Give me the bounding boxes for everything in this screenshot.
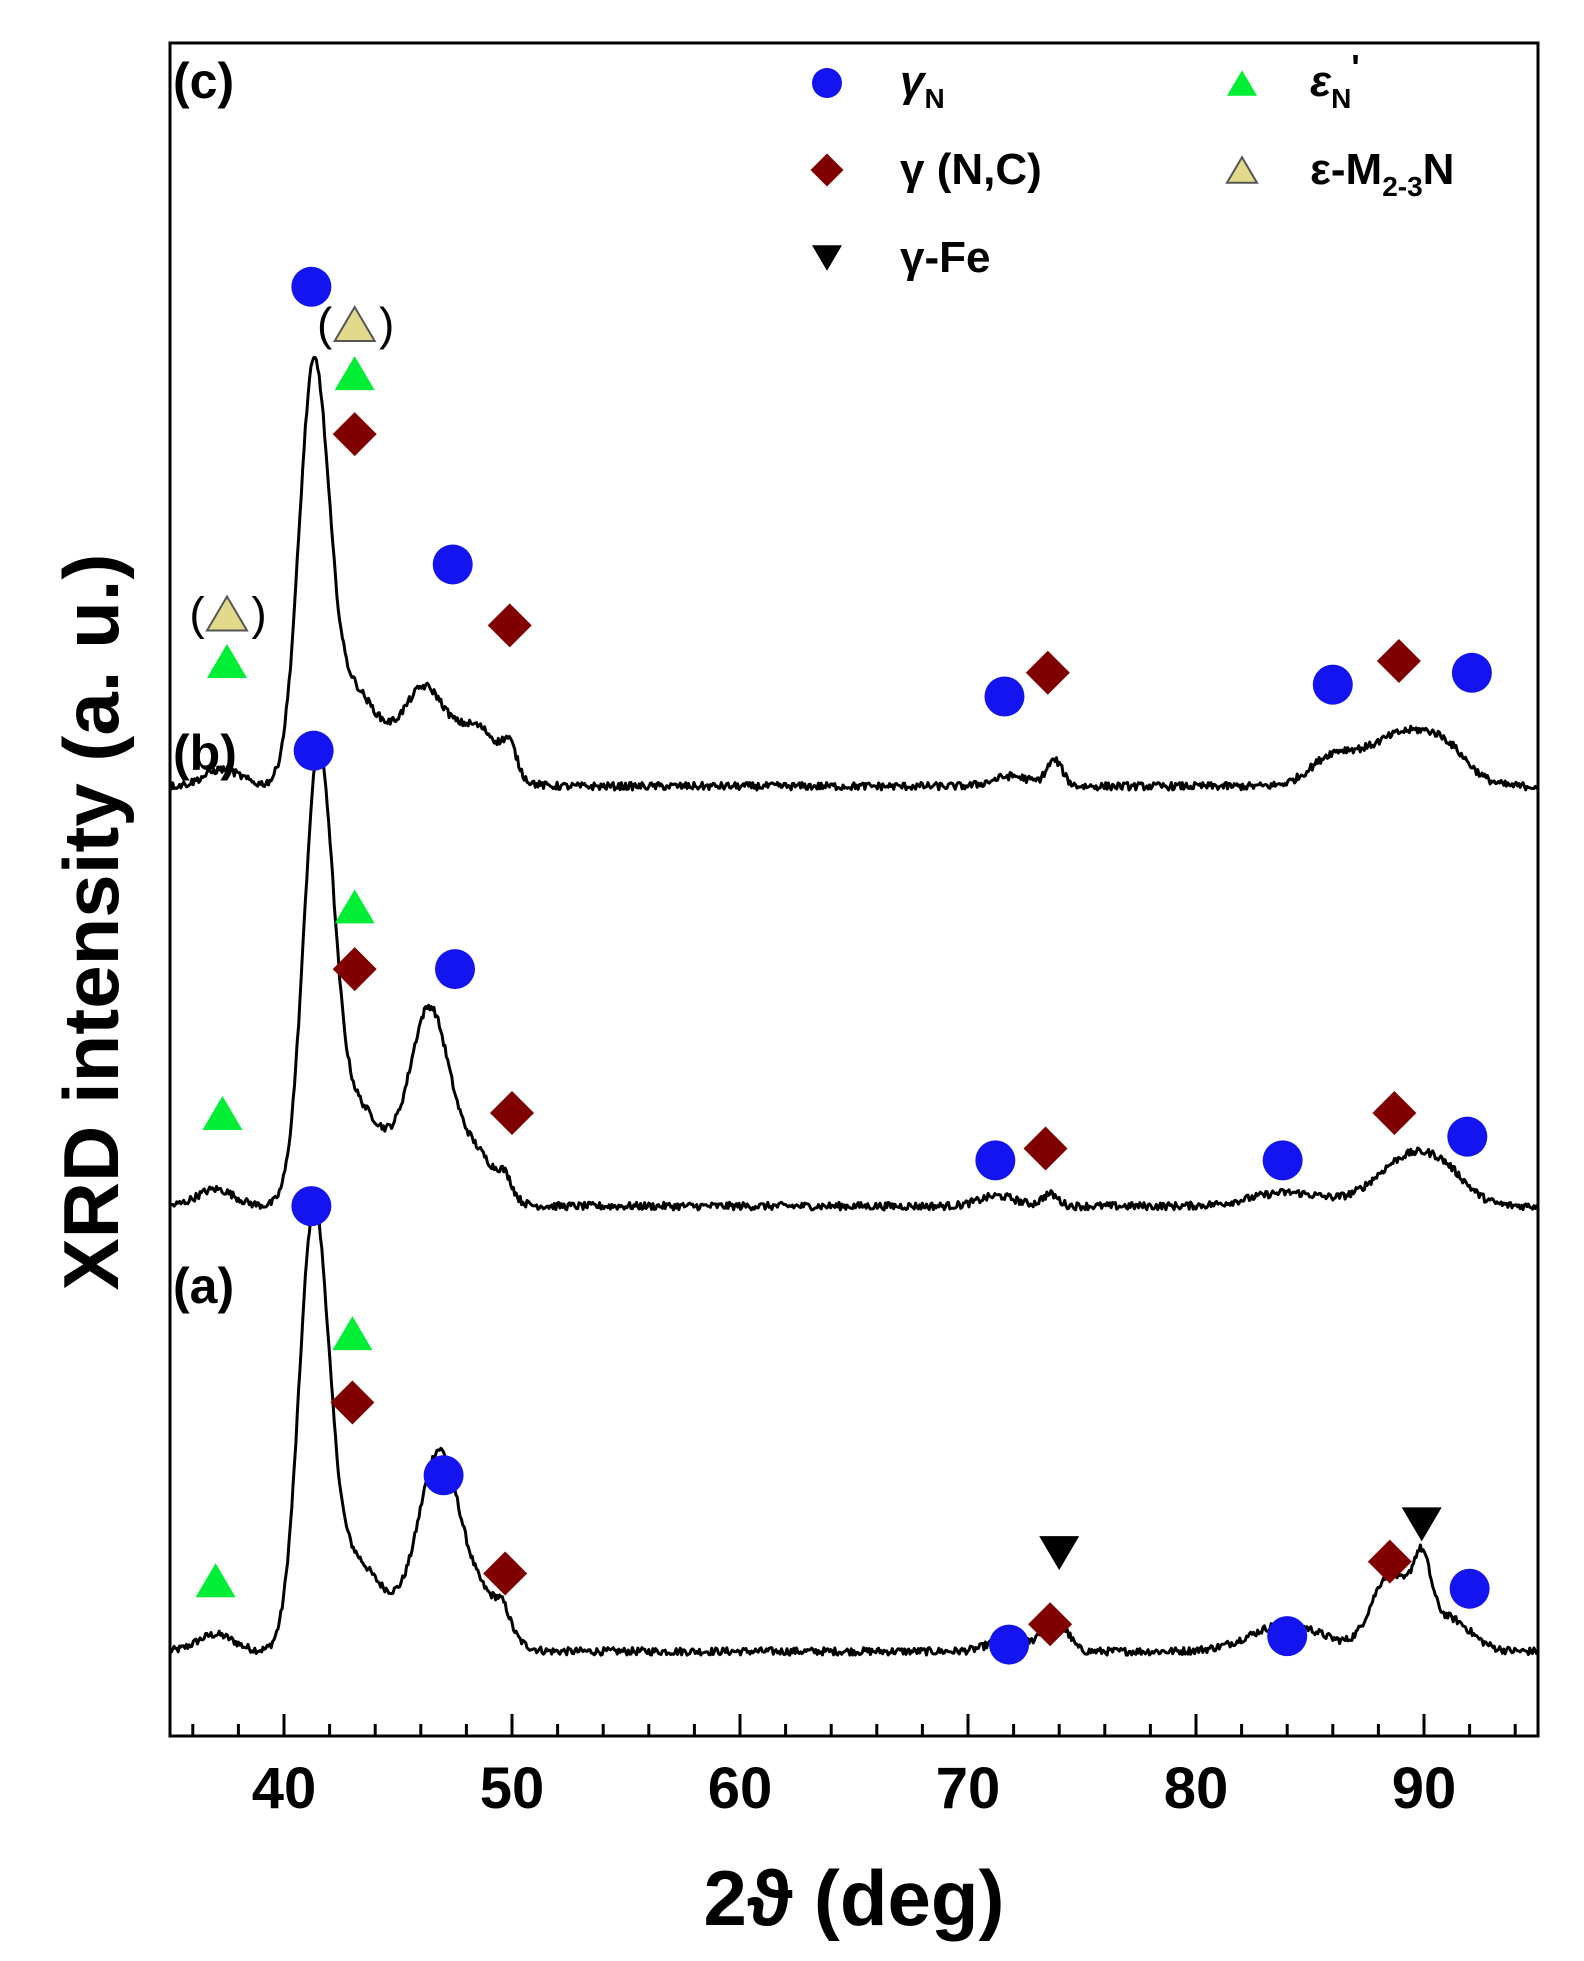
legend-label: ε-M2-3N (1310, 145, 1454, 202)
phase-marker-gammanc (490, 1090, 534, 1135)
x-tick-label: 50 (480, 1756, 545, 1821)
phase-marker-gamman (435, 949, 475, 990)
phase-marker-gammanc (1028, 1602, 1073, 1647)
phase-marker-gammanc (1376, 638, 1421, 683)
x-tick-label: 40 (252, 1756, 317, 1821)
x-axis-tick-labels: 40 50 60 70 80 90 (252, 1756, 1457, 1821)
paren-close: ) (379, 298, 394, 350)
phase-marker-gamman (291, 266, 332, 307)
phase-marker-gamman (984, 676, 1025, 717)
phase-marker-epsn (334, 356, 375, 391)
legend-label: γ-Fe (900, 233, 990, 282)
x-tick-label: 90 (1392, 1756, 1457, 1821)
phase-marker-epsm (205, 594, 249, 632)
legend: γN γ (N,C) γ-Fe εN' ε-M2-3N (810, 47, 1454, 282)
phase-marker-gamman (975, 1140, 1016, 1181)
phase-marker-gamman (1312, 664, 1353, 705)
xrd-curve (168, 747, 1540, 1212)
phase-marker-gammanc (332, 412, 377, 457)
phase-marker-gamman (1262, 1140, 1303, 1181)
xrd-curve (169, 355, 1539, 792)
x-tick-label: 80 (1164, 1756, 1229, 1821)
phase-marker-gamman (989, 1624, 1030, 1665)
phase-marker-gammanc (483, 1551, 528, 1596)
phase-marker-gamman (432, 544, 473, 585)
phase-marker-gamman (1267, 1616, 1308, 1657)
phase-marker-epsn (332, 1316, 373, 1351)
phase-marker-gammanc (330, 1380, 375, 1425)
phase-marker-gamman (293, 730, 334, 771)
phase-marker-gammafe (1401, 1507, 1442, 1542)
xrd-curve (168, 1204, 1540, 1657)
legend-label: γ (N,C) (900, 145, 1042, 194)
diffraction-curves (168, 355, 1540, 1657)
y-axis-title: XRD intensity (a. u.) (47, 554, 135, 1291)
panel-labels: (a) (b) (c) (173, 53, 237, 1314)
phase-marker-gammanc (1025, 650, 1070, 695)
phase-marker-epsn (207, 643, 247, 678)
legend-diamond-icon (810, 153, 844, 187)
phase-marker-gamman (291, 1186, 332, 1227)
paren-close: ) (251, 588, 266, 640)
paren-open: ( (317, 298, 333, 350)
x-axis-title: 2ϑ (deg) (703, 1854, 1004, 1942)
phase-marker-gamman (1449, 1568, 1490, 1609)
phase-marker-gamman (423, 1455, 464, 1496)
paren-open: ( (189, 588, 205, 640)
panel-label: (b) (173, 725, 237, 781)
phase-marker-epsn (195, 1563, 236, 1598)
x-axis-ticks (191, 1714, 1517, 1736)
legend-circle-icon (812, 68, 842, 98)
phase-marker-epsn (334, 889, 375, 924)
legend-label: γN (900, 57, 945, 114)
phase-marker-gammanc (332, 947, 377, 992)
phase-marker-gammanc (1023, 1126, 1068, 1171)
phase-markers: () () (189, 266, 1492, 1665)
legend-label: εN' (1310, 47, 1360, 114)
phase-marker-gammanc (1372, 1090, 1417, 1135)
x-tick-label: 60 (708, 1756, 773, 1821)
phase-marker-epsm (332, 305, 377, 343)
legend-triangle-down-icon (812, 245, 842, 271)
x-tick-label: 70 (936, 1756, 1001, 1821)
panel-label: (a) (173, 1258, 234, 1314)
phase-marker-gamman (1451, 652, 1492, 693)
legend-triangle-up-outline-icon (1225, 155, 1259, 184)
phase-marker-gammafe (1039, 1536, 1080, 1571)
phase-marker-epsn (202, 1095, 243, 1130)
phase-marker-gammanc (1367, 1539, 1412, 1584)
plot-frame (168, 41, 1540, 1738)
legend-triangle-up-icon (1227, 70, 1257, 96)
panel-label: (c) (173, 53, 234, 109)
phase-marker-gammanc (487, 603, 532, 648)
phase-marker-gamman (1447, 1116, 1488, 1157)
